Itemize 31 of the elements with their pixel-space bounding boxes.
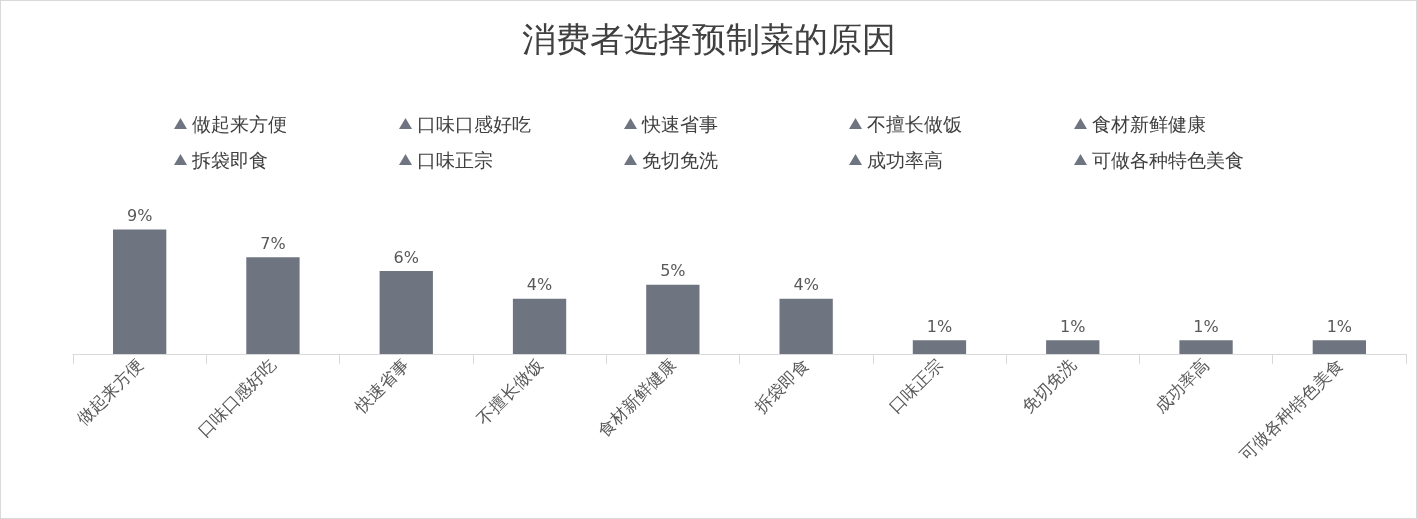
data-label: 1% bbox=[926, 316, 953, 336]
legend-label: 做起来方便 bbox=[192, 112, 287, 135]
x-tick-label: 快速省事 bbox=[350, 354, 414, 418]
data-label: 7% bbox=[260, 233, 286, 253]
legend-label: 可做各种特色美食 bbox=[1092, 148, 1244, 171]
data-label: 6% bbox=[393, 247, 419, 267]
legend-label: 口味正宗 bbox=[417, 148, 493, 171]
x-tick-label: 拆袋即食 bbox=[750, 354, 814, 418]
legend-label: 不擅长做饭 bbox=[867, 112, 962, 135]
data-label: 5% bbox=[660, 261, 686, 281]
x-tick-label: 不擅长做饭 bbox=[472, 354, 547, 430]
data-label: 1% bbox=[1193, 316, 1219, 336]
legend-label: 拆袋即食 bbox=[191, 148, 268, 171]
chart-title: 消费者选择预制菜的原因 bbox=[521, 19, 896, 59]
data-label: 4% bbox=[526, 275, 553, 295]
legend-label: 成功率高 bbox=[867, 148, 943, 171]
legend-label: 食材新鲜健康 bbox=[1092, 112, 1206, 135]
legend-label: 口味口感好吃 bbox=[417, 112, 531, 135]
data-label: 9% bbox=[126, 206, 153, 225]
legend-label: 快速省事 bbox=[641, 112, 718, 135]
x-tick-label: 食材新鲜健康 bbox=[593, 354, 680, 442]
x-tick-label: 做起来方便 bbox=[72, 354, 147, 430]
data-label: 4% bbox=[793, 275, 819, 295]
legend-label: 免切免洗 bbox=[642, 148, 718, 171]
x-tick-label: 口味口感好吃 bbox=[193, 354, 281, 442]
x-tick-label: 可做各种特色美食 bbox=[1236, 354, 1347, 466]
data-label: 1% bbox=[1326, 316, 1353, 336]
data-label: 1% bbox=[1060, 316, 1086, 336]
x-tick-label: 口味正宗 bbox=[884, 354, 947, 418]
x-tick-label: 成功率高 bbox=[1150, 354, 1214, 418]
x-tick-label: 免切免洗 bbox=[1017, 354, 1080, 418]
